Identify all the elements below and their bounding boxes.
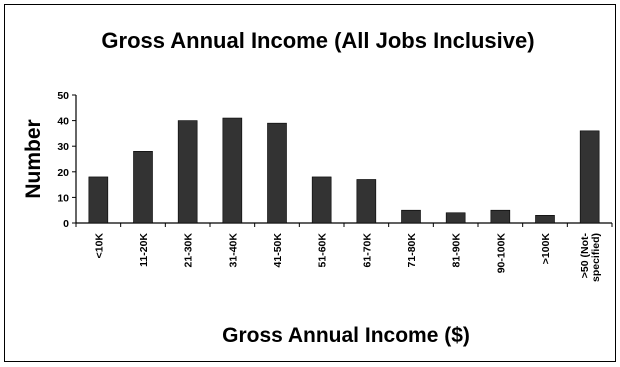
x-tick-label: 11-20K: [138, 233, 150, 267]
y-tick-label: 30: [57, 141, 69, 153]
bar: [535, 215, 555, 224]
x-tick-label: specified): [590, 233, 602, 282]
bar: [356, 179, 377, 224]
y-tick-label: 10: [57, 192, 69, 204]
y-tick-label: 0: [63, 218, 69, 230]
bar: [133, 151, 153, 224]
x-tick-label: 21-30K: [183, 233, 195, 268]
y-tick-label: 40: [57, 116, 69, 128]
bar: [579, 130, 600, 224]
bar: [222, 117, 243, 224]
chart-title: Gross Annual Income (All Jobs Inclusive): [101, 28, 534, 53]
bar: [490, 209, 511, 224]
bar: [401, 209, 421, 224]
y-axis-title: Number: [22, 119, 45, 198]
x-tick-label: >50 (Not-: [579, 233, 591, 279]
x-axis-title: Gross Annual Income ($): [222, 324, 470, 347]
bar: [177, 120, 198, 224]
x-tick-label: 61-70K: [361, 233, 373, 268]
bar: [88, 176, 109, 224]
bar: [445, 212, 466, 224]
y-tick-label: 20: [57, 167, 69, 179]
y-tick-label: 50: [57, 90, 69, 102]
x-tick-label: 71-80K: [406, 233, 418, 268]
bar: [311, 176, 332, 224]
x-tick-label: 31-40K: [227, 233, 239, 268]
bar: [267, 122, 287, 224]
x-tick-label: >100K: [540, 233, 552, 265]
x-tick-label: 51-60K: [317, 233, 329, 268]
x-tick-label: 90-100K: [495, 233, 507, 274]
x-tick-label: <10K: [93, 233, 105, 259]
x-tick-label: 81-90K: [451, 233, 463, 268]
plot-area: 0 10 20 30 40 50 <10K 11-20K 21-30K 31-40K 41-50K 5…: [57, 90, 613, 282]
x-tick-label: 41-50K: [272, 233, 284, 268]
